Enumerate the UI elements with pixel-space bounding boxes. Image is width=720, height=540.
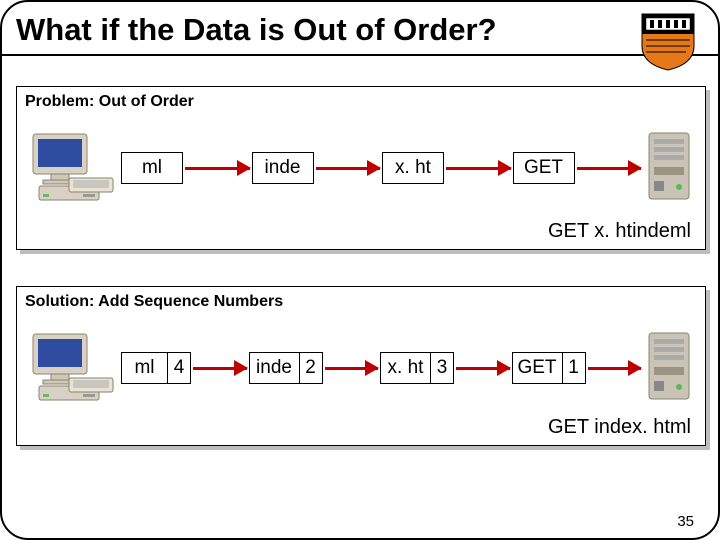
page-number: 35 <box>677 513 694 530</box>
result-text: GET index. html <box>548 416 691 439</box>
packet: inde <box>252 152 314 184</box>
result-text: GET x. htindeml <box>548 220 691 243</box>
panel-solution-label: Solution: Add Sequence Numbers <box>25 293 283 311</box>
packet-with-seq: x. ht 3 <box>380 352 454 384</box>
arrow-icon <box>588 367 642 370</box>
arrow-icon <box>316 167 381 170</box>
packet-with-seq: inde 2 <box>249 352 323 384</box>
princeton-shield-icon <box>640 12 696 72</box>
slide: What if the Data is Out of Order? Proble… <box>0 0 720 540</box>
arrow-icon <box>193 367 247 370</box>
arrow-icon <box>456 367 510 370</box>
packet-with-seq: ml 4 <box>121 352 191 384</box>
packet-seq: 2 <box>299 352 323 384</box>
packet-seq: 3 <box>430 352 454 384</box>
client-pc-icon <box>25 132 115 204</box>
server-icon <box>643 329 699 407</box>
packet-data: inde <box>249 352 299 384</box>
arrow-icon <box>325 367 379 370</box>
packet-with-seq: GET 1 <box>512 352 586 384</box>
packet-row-problem: ml inde x. ht GET <box>25 131 699 205</box>
slide-title: What if the Data is Out of Order? <box>16 12 704 48</box>
panel-solution: Solution: Add Sequence Numbers <box>16 286 706 446</box>
packet: ml <box>121 152 183 184</box>
packet-data: x. ht <box>380 352 430 384</box>
packet: x. ht <box>382 152 444 184</box>
packet-seq: 1 <box>562 352 586 384</box>
client-pc-icon <box>25 332 115 404</box>
packet-seq: 4 <box>167 352 191 384</box>
arrow-icon <box>577 167 642 170</box>
packet-data: GET <box>512 352 562 384</box>
panel-problem: Problem: Out of Order ml in <box>16 86 706 250</box>
arrow-icon <box>185 167 250 170</box>
panel-problem-label: Problem: Out of Order <box>25 93 194 111</box>
server-icon <box>643 129 699 207</box>
arrow-icon <box>446 167 511 170</box>
title-bar: What if the Data is Out of Order? <box>2 2 718 56</box>
packet-row-solution: ml 4 inde 2 x. ht 3 GET 1 <box>25 331 699 405</box>
packet-data: ml <box>121 352 167 384</box>
packet: GET <box>513 152 575 184</box>
